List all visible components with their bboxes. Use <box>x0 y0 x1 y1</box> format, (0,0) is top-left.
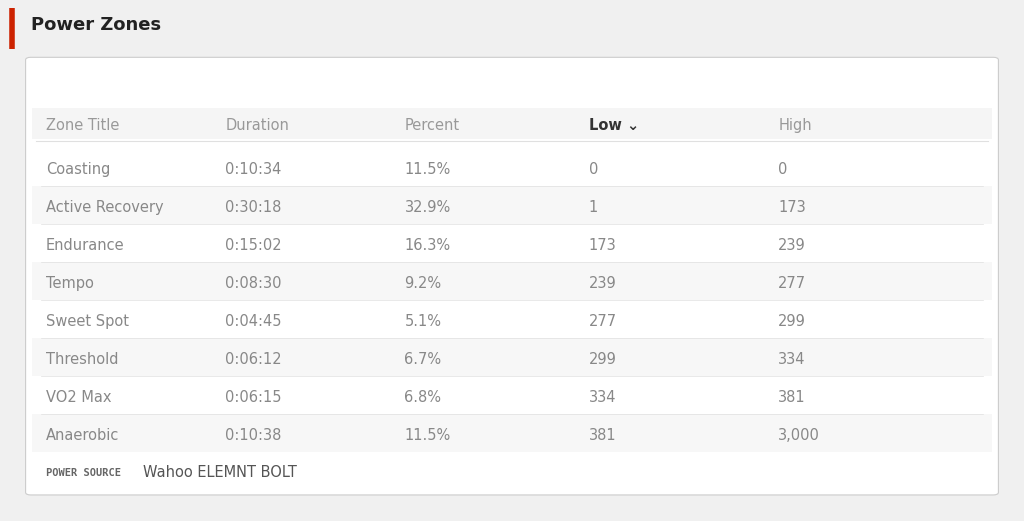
Text: 299: 299 <box>778 314 806 329</box>
Text: 334: 334 <box>778 352 806 367</box>
Text: 0:10:38: 0:10:38 <box>225 428 282 443</box>
Text: High: High <box>778 118 812 132</box>
Text: Tempo: Tempo <box>46 276 94 291</box>
Text: 0:30:18: 0:30:18 <box>225 200 282 215</box>
Text: 0:10:34: 0:10:34 <box>225 162 282 177</box>
Text: 0:06:15: 0:06:15 <box>225 390 282 405</box>
Text: 6.7%: 6.7% <box>404 352 441 367</box>
Text: 1: 1 <box>589 200 598 215</box>
Bar <box>32 414 992 452</box>
Text: Endurance: Endurance <box>46 238 125 253</box>
Text: 0:15:02: 0:15:02 <box>225 238 282 253</box>
Bar <box>32 224 992 262</box>
Text: 6.8%: 6.8% <box>404 390 441 405</box>
Text: 381: 381 <box>778 390 806 405</box>
Bar <box>32 376 992 414</box>
Bar <box>32 300 992 338</box>
Text: 277: 277 <box>778 276 806 291</box>
Bar <box>32 338 992 376</box>
Text: 0:04:45: 0:04:45 <box>225 314 282 329</box>
Bar <box>32 185 992 224</box>
Text: 334: 334 <box>589 390 616 405</box>
Text: Sweet Spot: Sweet Spot <box>46 314 129 329</box>
Text: 239: 239 <box>589 276 616 291</box>
Text: 16.3%: 16.3% <box>404 238 451 253</box>
Text: 381: 381 <box>589 428 616 443</box>
Text: Active Recovery: Active Recovery <box>46 200 164 215</box>
Bar <box>32 262 992 300</box>
Text: Threshold: Threshold <box>46 352 119 367</box>
Text: 3,000: 3,000 <box>778 428 820 443</box>
Text: Percent: Percent <box>404 118 460 132</box>
Bar <box>32 148 992 185</box>
Text: 5.1%: 5.1% <box>404 314 441 329</box>
Text: Power Zones: Power Zones <box>31 16 161 34</box>
Text: 0:06:12: 0:06:12 <box>225 352 282 367</box>
Text: Anaerobic: Anaerobic <box>46 428 120 443</box>
Text: 11.5%: 11.5% <box>404 428 451 443</box>
Text: 32.9%: 32.9% <box>404 200 451 215</box>
Text: 299: 299 <box>589 352 616 367</box>
Text: POWER SOURCE: POWER SOURCE <box>46 467 121 478</box>
Text: Zone Title: Zone Title <box>46 118 120 132</box>
Text: 0: 0 <box>589 162 598 177</box>
Bar <box>32 108 992 139</box>
Text: 9.2%: 9.2% <box>404 276 441 291</box>
Text: Low ⌄: Low ⌄ <box>589 118 639 132</box>
Text: 0:08:30: 0:08:30 <box>225 276 282 291</box>
Text: Coasting: Coasting <box>46 162 111 177</box>
Text: 239: 239 <box>778 238 806 253</box>
FancyBboxPatch shape <box>26 57 998 495</box>
Text: 0: 0 <box>778 162 787 177</box>
Text: Duration: Duration <box>225 118 289 132</box>
Text: 277: 277 <box>589 314 616 329</box>
Text: 173: 173 <box>589 238 616 253</box>
Text: VO2 Max: VO2 Max <box>46 390 112 405</box>
Text: 11.5%: 11.5% <box>404 162 451 177</box>
Text: Wahoo ELEMNT BOLT: Wahoo ELEMNT BOLT <box>143 465 297 480</box>
Text: 173: 173 <box>778 200 806 215</box>
